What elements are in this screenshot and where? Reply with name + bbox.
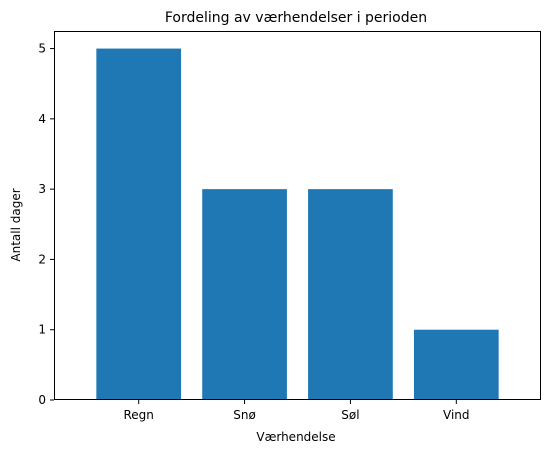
x-tick-label: Søl (341, 408, 359, 422)
bar-snø (202, 189, 287, 400)
x-axis-label: Værhendelse (256, 430, 335, 444)
y-tick-label: 2 (38, 252, 46, 266)
x-ticks-layer: Regn Snø Søl Vind (123, 400, 470, 422)
y-tick-label: 1 (38, 323, 46, 337)
bar-regn (96, 48, 182, 400)
y-ticks-layer: 0 1 2 3 4 5 (38, 42, 54, 407)
chart-title: Fordeling av værhendelser i perioden (165, 10, 427, 26)
x-tick-label: Regn (123, 408, 153, 422)
bars-layer (96, 48, 499, 400)
bar-søl (308, 189, 393, 400)
bar-vind (413, 329, 499, 400)
y-tick-label: 0 (38, 393, 46, 407)
y-tick-label: 3 (38, 182, 46, 196)
y-tick-label: 4 (38, 112, 46, 126)
y-axis-label: Antall dager (9, 188, 23, 261)
plot-frame (54, 31, 541, 400)
y-tick-label: 5 (38, 42, 46, 56)
x-tick-label: Snø (233, 408, 256, 422)
x-tick-label: Vind (443, 408, 470, 422)
